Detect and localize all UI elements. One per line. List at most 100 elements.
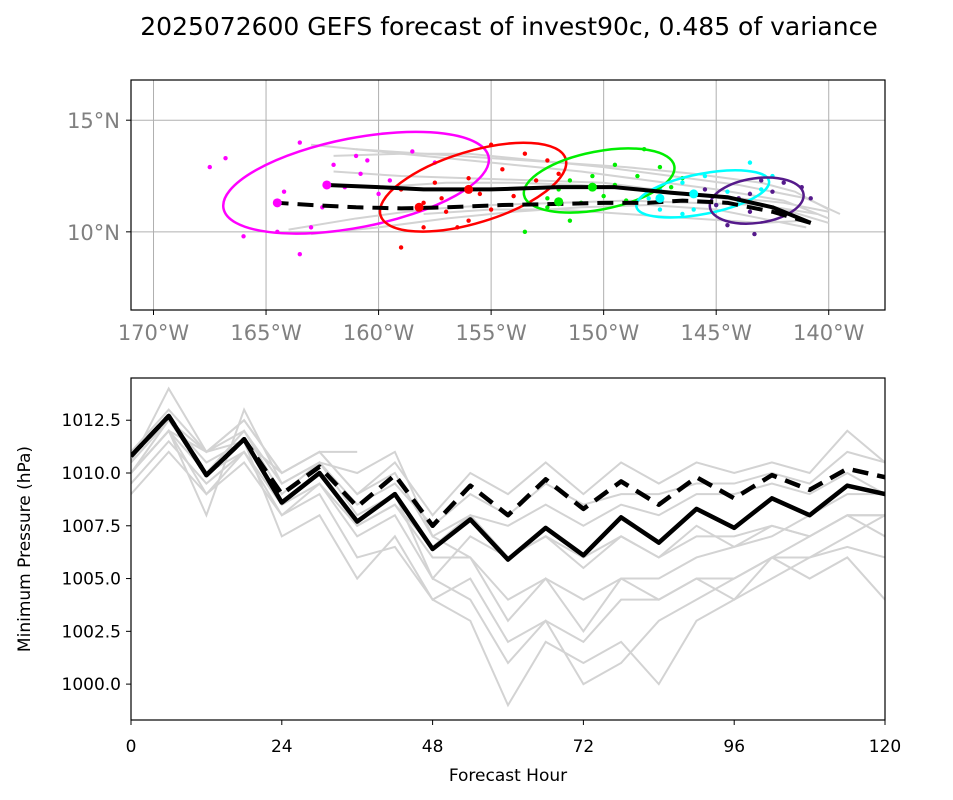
chart-title: 2025072600 GEFS forecast of invest90c, 0… [140,12,878,41]
member-point-green [545,196,550,201]
member-point-purple [759,178,764,183]
ensemble-pressure-line [131,408,885,634]
member-point-purple [808,196,813,201]
member-point-purple [770,189,775,194]
member-point-magenta [365,158,370,163]
map-x-tick-label: 140°W [793,321,865,345]
member-point-magenta [358,171,363,176]
member-point-cyan [646,196,651,201]
member-point-purple [725,222,730,228]
member-point-magenta [241,234,246,239]
map-x-tick-label: 150°W [568,321,640,345]
uncertainty-ellipse [708,176,805,225]
member-point-green [545,205,550,210]
member-point-magenta [297,251,303,257]
member-point-purple [781,180,786,185]
map-gridlines [131,80,885,310]
pressure-frame [130,377,886,721]
member-point-cyan [657,207,663,212]
member-point-cyan [725,189,730,194]
member-point-magenta [308,225,314,230]
member-point-magenta [281,189,287,194]
member-point-purple [747,191,753,197]
member-point-red [522,151,528,156]
ensemble-pressure-line [131,418,358,475]
pressure-y-axis: 1000.0 1002.5 1005.0 1007.5 1010.0 1012.5 [62,411,131,695]
uncertainty-ellipse [522,147,676,214]
pressure-y-tick-label: 1000.0 [62,675,121,695]
member-point-red [533,178,539,183]
pressure-y-tick-label: 1007.5 [62,517,121,537]
member-point-red [439,196,444,201]
member-point-magenta [376,191,381,197]
member-point-cyan [680,211,685,217]
pressure-mean-lines [131,413,885,562]
mean-position-point [322,180,332,190]
mean-position-point [655,193,665,203]
map-y-tick-label: 15°N [67,109,120,133]
ensemble-pressure-line [131,407,885,570]
member-point-magenta [207,164,212,170]
member-point-red [421,225,426,230]
member-point-red [511,193,516,199]
pressure-y-tick-label: 1010.0 [62,464,121,484]
uncertainty-ellipses [221,130,805,235]
member-point-cyan [759,187,764,192]
member-point-green [590,173,595,179]
member-point-purple [713,202,719,208]
uncertainty-ellipse [221,130,491,235]
pressure-x-tick-label: 0 [126,737,137,757]
member-point-cyan [691,207,696,212]
member-point-magenta [353,153,359,159]
mean-position-point [414,202,424,212]
map-y-axis: 10°N 15°N [67,109,131,245]
map-x-tick-label: 155°W [455,321,527,345]
pressure-panel: 0 24 48 72 96 120 1000.0 1002.5 1005.0 1007.5 101… [15,377,901,786]
track-map-panel: 170°W 165°W 160°W 155°W 150°W 145°W 140°W 10°N… [67,79,886,345]
member-point-red [500,167,505,172]
map-frame [130,79,886,311]
ensemble-pressure-line [131,429,885,601]
member-point-cyan [702,173,708,179]
map-x-axis: 170°W 165°W 160°W 155°W 150°W 145°W 140°W [118,310,865,345]
map-x-tick-label: 165°W [230,321,302,345]
member-point-green [567,178,573,183]
pressure-y-tick-label: 1002.5 [62,622,121,642]
pressure-x-tick-label: 120 [869,737,901,757]
member-point-purple [747,209,753,214]
member-point-red [421,200,426,206]
member-point-red [432,180,438,185]
member-point-purple [702,187,708,192]
member-point-green [668,184,674,190]
ensemble-pressure-line [131,418,885,686]
member-point-red [477,191,483,197]
pressure-y-tick-label: 1005.0 [62,570,121,590]
member-point-purple [752,231,757,237]
pressure-ensemble-lines [131,386,885,708]
mean-tracks [272,180,812,225]
member-point-red [556,171,561,176]
pressure-x-axis: 0 24 48 72 96 120 [126,720,901,757]
ensemble-track [356,148,830,211]
ensemble-pressure-line [131,429,885,708]
member-point-magenta [297,140,303,145]
member-point-cyan [747,160,753,165]
member-point-red [466,176,471,181]
pressure-x-tick-label: 48 [422,737,444,757]
mean-track-solid [326,182,812,225]
member-point-red [443,209,449,214]
member-point-red [466,218,471,223]
mean-position-point [272,198,282,208]
ensemble-track [310,204,807,236]
member-point-magenta [410,149,415,154]
member-point-magenta [387,178,393,183]
mean-position-point [554,197,564,207]
pressure-x-tick-label: 72 [573,737,595,757]
member-point-green [657,164,663,170]
member-point-red [398,245,404,250]
member-point-magenta [331,162,336,168]
map-x-tick-label: 145°W [681,321,753,345]
uncertainty-ellipse [635,169,771,219]
mean-position-point [464,184,474,194]
